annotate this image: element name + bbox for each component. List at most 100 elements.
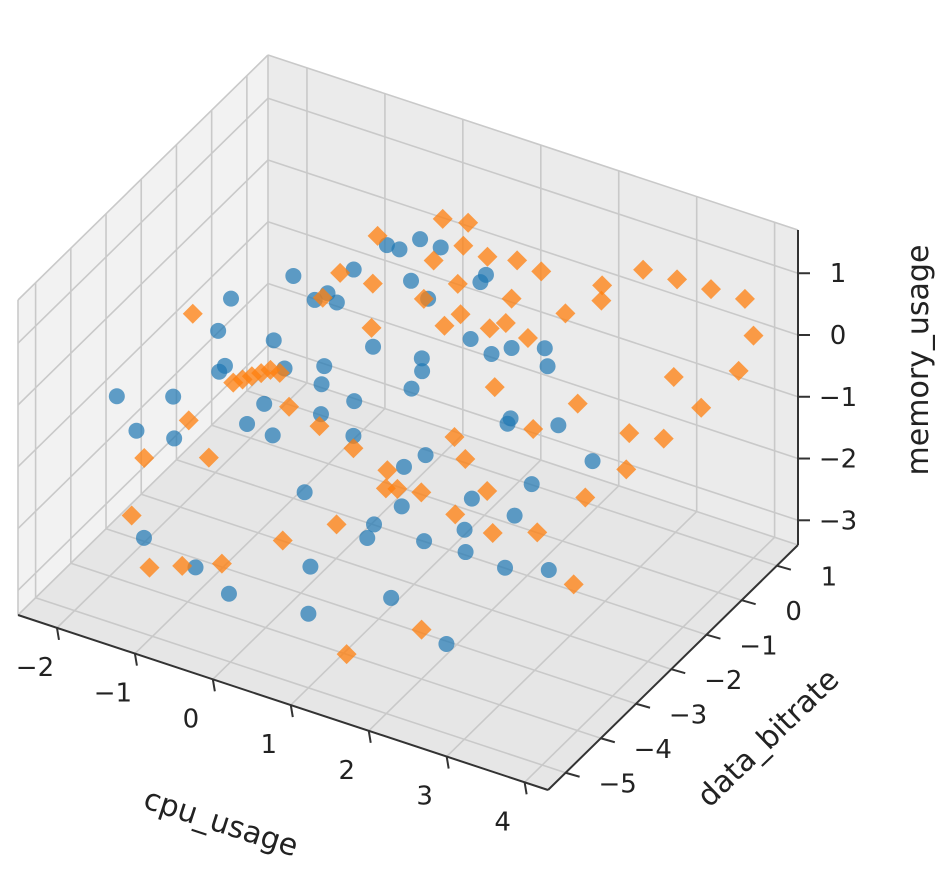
grid-line-x xyxy=(134,408,386,655)
data-point-circle xyxy=(166,430,183,447)
grid-line-x xyxy=(446,510,698,758)
data-point-circle xyxy=(456,521,473,538)
data-point-diamond xyxy=(361,317,382,338)
data-point-diamond xyxy=(495,313,516,334)
data-point-diamond xyxy=(411,482,432,503)
data-point-circle xyxy=(165,388,182,405)
data-point-diamond xyxy=(434,315,455,336)
data-point-diamond xyxy=(734,288,755,309)
data-point-diamond xyxy=(387,478,408,499)
y-axis-line xyxy=(547,544,799,791)
z-tick-label: 1 xyxy=(830,259,847,289)
data-point-diamond xyxy=(450,304,471,325)
data-point-diamond xyxy=(633,259,654,280)
data-point-circle xyxy=(108,388,125,405)
data-point-circle xyxy=(128,422,145,439)
data-point-diamond xyxy=(139,557,160,578)
pane-border xyxy=(17,54,269,301)
y-tick-label: −3 xyxy=(669,701,707,731)
data-point-circle xyxy=(463,490,480,507)
grid-line-x xyxy=(290,459,542,706)
grid-line-y xyxy=(211,424,742,601)
pane-left xyxy=(18,55,268,615)
data-point-diamond xyxy=(743,325,764,346)
x-tick-mark xyxy=(523,782,528,795)
data-point-circle xyxy=(302,558,319,575)
data-point-diamond xyxy=(616,459,637,480)
x-tick-label: 0 xyxy=(183,704,200,734)
data-point-circle xyxy=(539,358,556,375)
grid-line-x xyxy=(524,536,776,783)
data-point-diamond xyxy=(667,269,688,290)
data-point-diamond xyxy=(453,235,474,256)
data-point-circle xyxy=(393,498,410,515)
x-tick-label: −1 xyxy=(94,679,132,709)
data-point-circle xyxy=(391,241,408,258)
data-point-diamond xyxy=(477,246,498,267)
grid-line-y xyxy=(140,493,672,670)
x-tick-label: 4 xyxy=(494,807,511,837)
grid-line-y xyxy=(105,527,637,705)
grid-line-y xyxy=(246,389,778,567)
data-point-diamond xyxy=(375,478,396,499)
data-point-diamond xyxy=(432,208,453,229)
y-tick-label: −4 xyxy=(634,735,672,765)
data-point-diamond xyxy=(330,262,351,283)
data-point-circle xyxy=(540,562,557,579)
data-point-circle xyxy=(187,559,204,576)
z-tick-label: −2 xyxy=(819,445,857,475)
data-point-diamond xyxy=(447,273,468,294)
x-tick-mark xyxy=(367,730,372,743)
data-point-circle xyxy=(523,476,540,493)
data-point-diamond xyxy=(423,250,444,271)
y-tick-mark xyxy=(670,668,686,675)
data-point-diamond xyxy=(444,426,465,447)
grid-line-z xyxy=(267,221,799,398)
x-tick-mark xyxy=(445,756,450,769)
data-point-circle xyxy=(414,363,431,380)
pane-back xyxy=(268,55,798,545)
data-point-circle xyxy=(313,376,330,393)
data-point-circle xyxy=(432,239,449,256)
x-axis-line xyxy=(17,614,549,791)
grid-line-z xyxy=(17,344,269,591)
data-point-circle xyxy=(412,231,429,248)
data-point-diamond xyxy=(279,396,300,417)
data-point-diamond xyxy=(312,287,333,308)
data-point-circle xyxy=(359,529,376,546)
data-point-circle xyxy=(536,340,553,357)
data-point-diamond xyxy=(663,366,684,387)
data-point-circle xyxy=(395,458,412,475)
axis-edges xyxy=(17,230,799,791)
grid-line-x xyxy=(56,382,308,629)
data-point-diamond xyxy=(523,418,544,439)
y-tick-mark xyxy=(565,771,580,778)
data-point-diamond xyxy=(591,290,612,311)
z-tick-label: −3 xyxy=(819,506,857,536)
data-point-circle xyxy=(210,322,227,339)
data-point-diamond xyxy=(343,438,364,459)
data-point-diamond xyxy=(691,397,712,418)
data-point-circle xyxy=(457,544,474,561)
data-point-circle xyxy=(503,340,520,357)
data-point-circle xyxy=(506,507,523,524)
x-tick-mark xyxy=(289,704,294,718)
y-tick-label: −1 xyxy=(739,632,777,662)
data-point-diamond xyxy=(309,416,330,437)
data-point-circle xyxy=(497,559,514,576)
data-point-diamond xyxy=(367,225,388,246)
data-point-diamond xyxy=(501,288,522,309)
data-point-circle xyxy=(365,338,382,355)
data-point-diamond xyxy=(413,288,434,309)
y-tick-label: −2 xyxy=(704,666,742,696)
data-points xyxy=(108,208,764,665)
x-tick-label: 2 xyxy=(338,756,355,786)
data-point-circle xyxy=(550,417,567,434)
grid-line-y xyxy=(176,458,707,636)
data-point-diamond xyxy=(182,303,203,324)
data-point-circle xyxy=(296,484,313,501)
y-tick-mark xyxy=(741,599,756,606)
data-point-diamond xyxy=(575,487,596,508)
data-point-diamond xyxy=(458,212,479,233)
x-tick-label: 1 xyxy=(261,730,278,760)
